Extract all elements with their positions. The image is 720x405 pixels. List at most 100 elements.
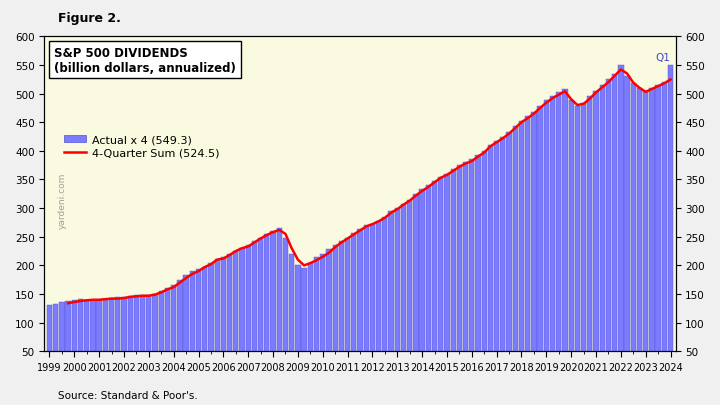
Bar — [134, 296, 139, 380]
Bar — [146, 296, 151, 380]
Bar — [487, 146, 493, 380]
Bar — [463, 163, 468, 380]
Bar — [606, 80, 611, 380]
Bar — [351, 234, 356, 380]
Bar — [171, 286, 176, 380]
Bar — [407, 200, 413, 380]
Bar — [345, 238, 350, 380]
Bar — [593, 92, 598, 380]
Text: S&P 500 DIVIDENDS
(billion dollars, annualized): S&P 500 DIVIDENDS (billion dollars, annu… — [54, 47, 236, 75]
Bar — [420, 190, 425, 380]
Text: yardeni.com: yardeni.com — [58, 173, 67, 229]
Bar — [208, 263, 214, 380]
Bar — [314, 257, 319, 380]
Text: Figure 2.: Figure 2. — [58, 12, 120, 25]
Bar — [482, 151, 487, 380]
Bar — [432, 181, 437, 380]
Bar — [84, 300, 89, 380]
Bar — [364, 226, 369, 380]
Bar — [618, 66, 624, 380]
Bar — [177, 280, 182, 380]
Bar — [320, 254, 325, 380]
Bar — [494, 141, 499, 380]
Bar — [631, 84, 636, 380]
Bar — [276, 228, 282, 380]
Bar — [426, 186, 431, 380]
Bar — [588, 97, 593, 380]
Bar — [643, 92, 648, 380]
Bar — [158, 292, 164, 380]
Bar — [239, 249, 245, 380]
Bar — [96, 300, 102, 380]
Bar — [519, 122, 524, 380]
Bar — [668, 66, 673, 380]
Bar — [662, 83, 667, 380]
Bar — [66, 301, 71, 380]
Bar — [252, 242, 257, 380]
Bar — [153, 294, 158, 380]
Bar — [600, 86, 605, 380]
Bar — [189, 271, 195, 380]
Bar — [655, 86, 661, 380]
Bar — [550, 97, 555, 380]
Bar — [612, 75, 617, 380]
Bar — [184, 275, 189, 380]
Bar — [233, 252, 238, 380]
Bar — [215, 259, 220, 380]
Bar — [395, 209, 400, 380]
Bar — [140, 296, 145, 380]
Bar — [196, 270, 201, 380]
Bar — [376, 221, 382, 380]
Bar — [53, 304, 58, 380]
Bar — [649, 89, 654, 380]
Bar — [326, 250, 332, 380]
Bar — [295, 266, 300, 380]
Bar — [165, 289, 170, 380]
Bar — [525, 117, 531, 380]
Bar — [271, 231, 276, 380]
Bar — [556, 93, 562, 380]
Text: Q1: Q1 — [655, 53, 670, 62]
Bar — [444, 174, 449, 380]
Bar — [221, 257, 226, 380]
Bar — [500, 137, 505, 380]
Bar — [246, 246, 251, 380]
Bar — [562, 90, 567, 380]
Bar — [382, 217, 387, 380]
Bar — [569, 101, 574, 380]
Bar — [115, 298, 120, 380]
Bar — [438, 177, 444, 380]
Bar — [475, 156, 481, 380]
Bar — [388, 211, 394, 380]
Bar — [47, 306, 52, 380]
Bar — [575, 107, 580, 380]
Bar — [469, 160, 474, 380]
Bar — [456, 166, 462, 380]
Bar — [401, 204, 406, 380]
Bar — [227, 254, 233, 380]
Bar — [103, 299, 108, 380]
Bar — [59, 302, 65, 380]
Bar — [338, 242, 344, 380]
Bar — [289, 254, 294, 380]
Legend: Actual x 4 (549.3), 4-Quarter Sum (524.5): Actual x 4 (549.3), 4-Quarter Sum (524.5… — [60, 131, 224, 163]
Bar — [72, 300, 77, 380]
Bar — [258, 238, 264, 380]
Bar — [333, 246, 338, 380]
Bar — [307, 263, 313, 380]
Bar — [581, 103, 586, 380]
Bar — [357, 230, 363, 380]
Bar — [451, 170, 456, 380]
Bar — [122, 297, 127, 380]
Bar — [513, 127, 518, 380]
Bar — [506, 132, 512, 380]
Bar — [413, 194, 418, 380]
Bar — [202, 267, 207, 380]
Bar — [127, 296, 132, 380]
Bar — [531, 113, 536, 380]
Bar — [637, 89, 642, 380]
Bar — [624, 77, 630, 380]
Text: Source: Standard & Poor's.: Source: Standard & Poor's. — [58, 390, 197, 400]
Bar — [538, 107, 543, 380]
Bar — [109, 298, 114, 380]
